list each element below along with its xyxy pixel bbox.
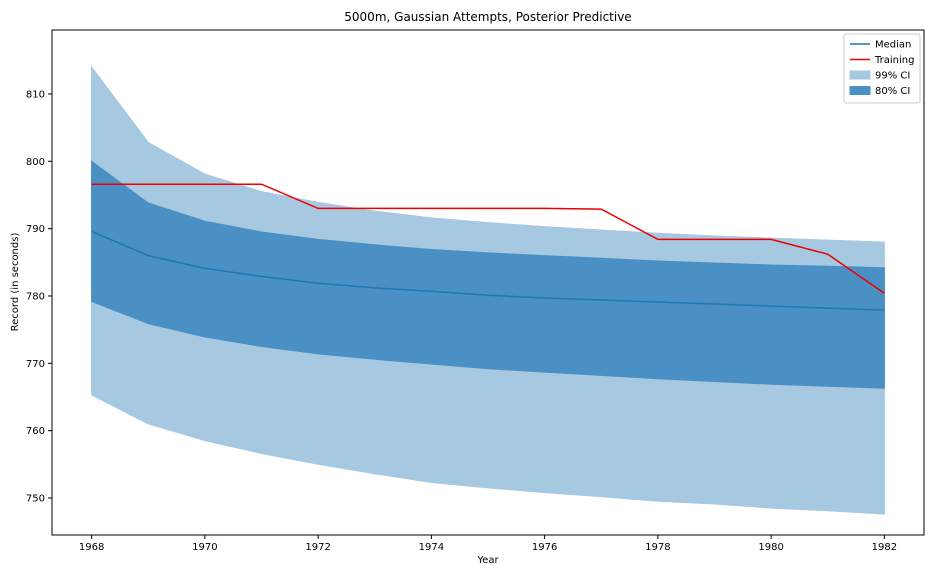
legend-swatch-99-ci <box>849 70 871 80</box>
plot-frame <box>51 29 925 536</box>
y-tick-label: 790 <box>26 224 45 235</box>
legend-label-99-ci: 99% CI <box>875 71 910 82</box>
legend-label-training: Training <box>874 55 914 66</box>
legend-box <box>843 33 921 104</box>
x-tick-label: 1970 <box>192 542 217 553</box>
y-axis: 750 760 770 780 790 800 810 <box>26 89 52 504</box>
x-tick-label: 1982 <box>872 542 897 553</box>
band-80-ci <box>91 160 885 389</box>
chart-title: 5000m, Gaussian Attempts, Posterior Pred… <box>344 10 631 24</box>
x-tick-label: 1972 <box>305 542 330 553</box>
plot-area <box>91 65 885 515</box>
legend-label-80-ci: 80% CI <box>875 86 910 97</box>
x-tick-label: 1974 <box>419 542 444 553</box>
x-tick-label: 1978 <box>645 542 670 553</box>
legend-label-median: Median <box>875 40 911 51</box>
x-axis: 1968 1970 1972 1974 1976 1978 1980 1982 <box>79 535 897 553</box>
legend-swatch-80-ci <box>849 86 871 95</box>
y-tick-label: 760 <box>26 426 45 437</box>
y-axis-label: Record (in seconds) <box>10 233 21 332</box>
x-tick-label: 1976 <box>532 542 557 553</box>
x-tick-label: 1968 <box>79 542 104 553</box>
y-tick-label: 780 <box>26 291 45 302</box>
y-tick-label: 810 <box>26 89 45 100</box>
y-tick-label: 800 <box>26 157 45 168</box>
series-line-training <box>91 183 885 294</box>
x-axis-label: Year <box>476 555 499 566</box>
y-tick-label: 750 <box>26 493 45 504</box>
x-tick-label: 1980 <box>758 542 783 553</box>
series-line-median <box>91 230 885 311</box>
y-tick-label: 770 <box>26 359 45 370</box>
legend: Median Training 99% CI 80% CI <box>843 33 921 104</box>
